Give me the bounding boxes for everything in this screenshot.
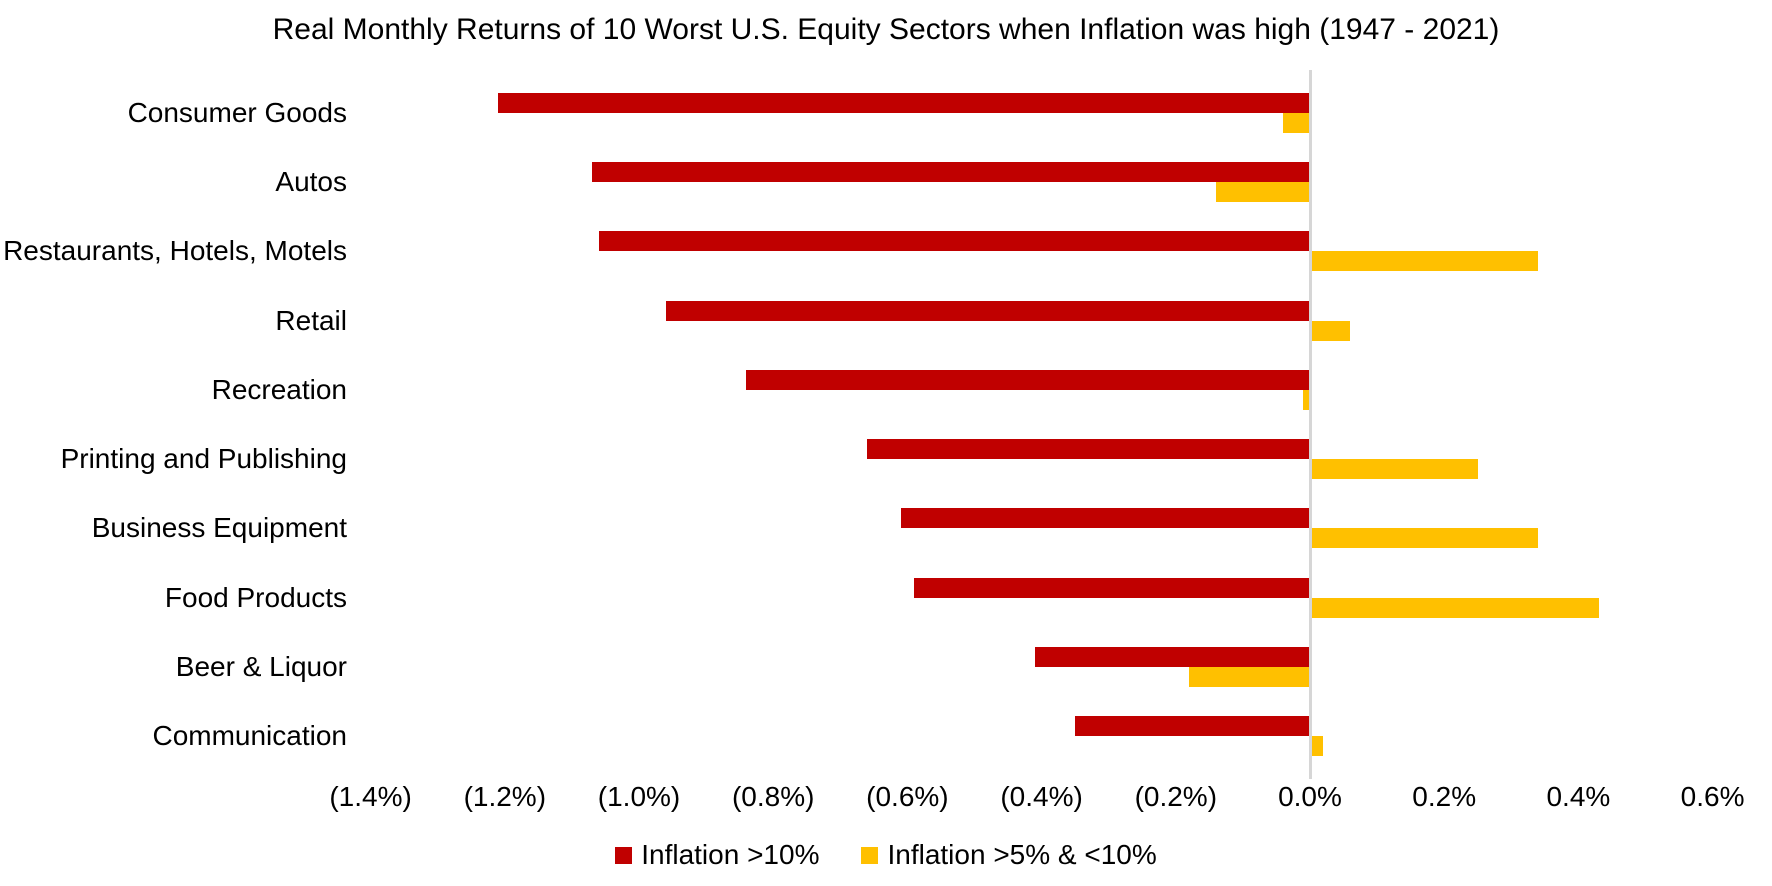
x-axis-tick-label-0-6: 0.6% — [1680, 781, 1745, 812]
bar-inflation-gt10-food-products — [914, 577, 1310, 598]
zero-axis-line — [1308, 70, 1312, 779]
x-axis-tick-label-1-2: (1.2%) — [463, 781, 547, 812]
legend-item-inflation-5to10: Inflation >5% & <10% — [861, 839, 1157, 870]
bar-inflation-gt10-recreation — [746, 369, 1310, 390]
legend-item-inflation-gt10: Inflation >10% — [615, 840, 819, 870]
category-label-beer-liquor: Beer & Liquor — [175, 650, 347, 682]
category-label-consumer-goods: Consumer Goods — [127, 97, 347, 128]
bar-inflation-5to10-communication — [1310, 736, 1324, 757]
x-axis-tick-label-0-6: (0.6%) — [866, 781, 949, 812]
bar-inflation-gt10-restaurants-hotels-motels — [598, 231, 1310, 252]
x-axis-tick-label-0-8: (0.8%) — [731, 781, 815, 812]
category-label-communication: Communication — [152, 720, 347, 752]
bar-inflation-5to10-recreation — [1303, 389, 1310, 410]
bar-inflation-gt10-beer-liquor — [1034, 646, 1310, 667]
x-axis-tick-label-0-4: (0.4%) — [1000, 781, 1083, 812]
bar-inflation-5to10-beer-liquor — [1189, 666, 1310, 687]
bar-inflation-5to10-business-equipment — [1310, 528, 1539, 549]
bar-inflation-5to10-printing-and-publishing — [1310, 459, 1478, 480]
category-label-recreation: Recreation — [211, 373, 347, 405]
legend: Inflation >10% Inflation >5% & <10% — [0, 840, 1772, 870]
x-axis-tick-label-0-4: 0.4% — [1546, 781, 1611, 812]
bar-inflation-gt10-communication — [1075, 716, 1310, 737]
bar-inflation-gt10-autos — [592, 162, 1310, 183]
category-label-printing-and-publishing: Printing and Publishing — [60, 443, 347, 475]
legend-swatch-icon-inflation-gt10 — [615, 846, 633, 864]
category-label-retail: Retail — [275, 304, 347, 336]
bar-inflation-5to10-consumer-goods — [1283, 113, 1310, 133]
x-axis-tick-label-0-2: 0.2% — [1412, 781, 1477, 812]
bar-inflation-gt10-retail — [665, 300, 1310, 321]
legend-swatch-icon-inflation-5to10 — [861, 846, 879, 864]
bar-inflation-5to10-retail — [1310, 320, 1351, 341]
category-label-autos: Autos — [275, 166, 347, 198]
category-label-business-equipment: Business Equipment — [91, 512, 347, 544]
x-axis-tick-label-0-0: 0.0% — [1278, 781, 1342, 812]
category-label-restaurants-hotels-motels: Restaurants, Hotels, Motels — [3, 235, 347, 267]
chart-title: Real Monthly Returns of 10 Worst U.S. Eq… — [272, 13, 1500, 46]
x-axis-tick-label-1-0: (1.0%) — [597, 781, 681, 812]
bar-inflation-5to10-food-products — [1310, 597, 1599, 618]
bar-inflation-gt10-business-equipment — [900, 508, 1310, 529]
legend-label-inflation-gt10: Inflation >10% — [641, 839, 820, 870]
x-axis-tick-label-1-4: (1.4%) — [329, 781, 412, 812]
bar-inflation-5to10-autos — [1216, 182, 1310, 203]
bar-inflation-gt10-consumer-goods — [498, 93, 1310, 113]
x-axis-tick-label-0-2: (0.2%) — [1134, 781, 1218, 812]
category-label-food-products: Food Products — [164, 581, 347, 613]
legend-label-inflation-5to10: Inflation >5% & <10% — [887, 839, 1157, 870]
bar-inflation-gt10-printing-and-publishing — [867, 439, 1310, 460]
bar-inflation-5to10-restaurants-hotels-motels — [1310, 251, 1539, 272]
